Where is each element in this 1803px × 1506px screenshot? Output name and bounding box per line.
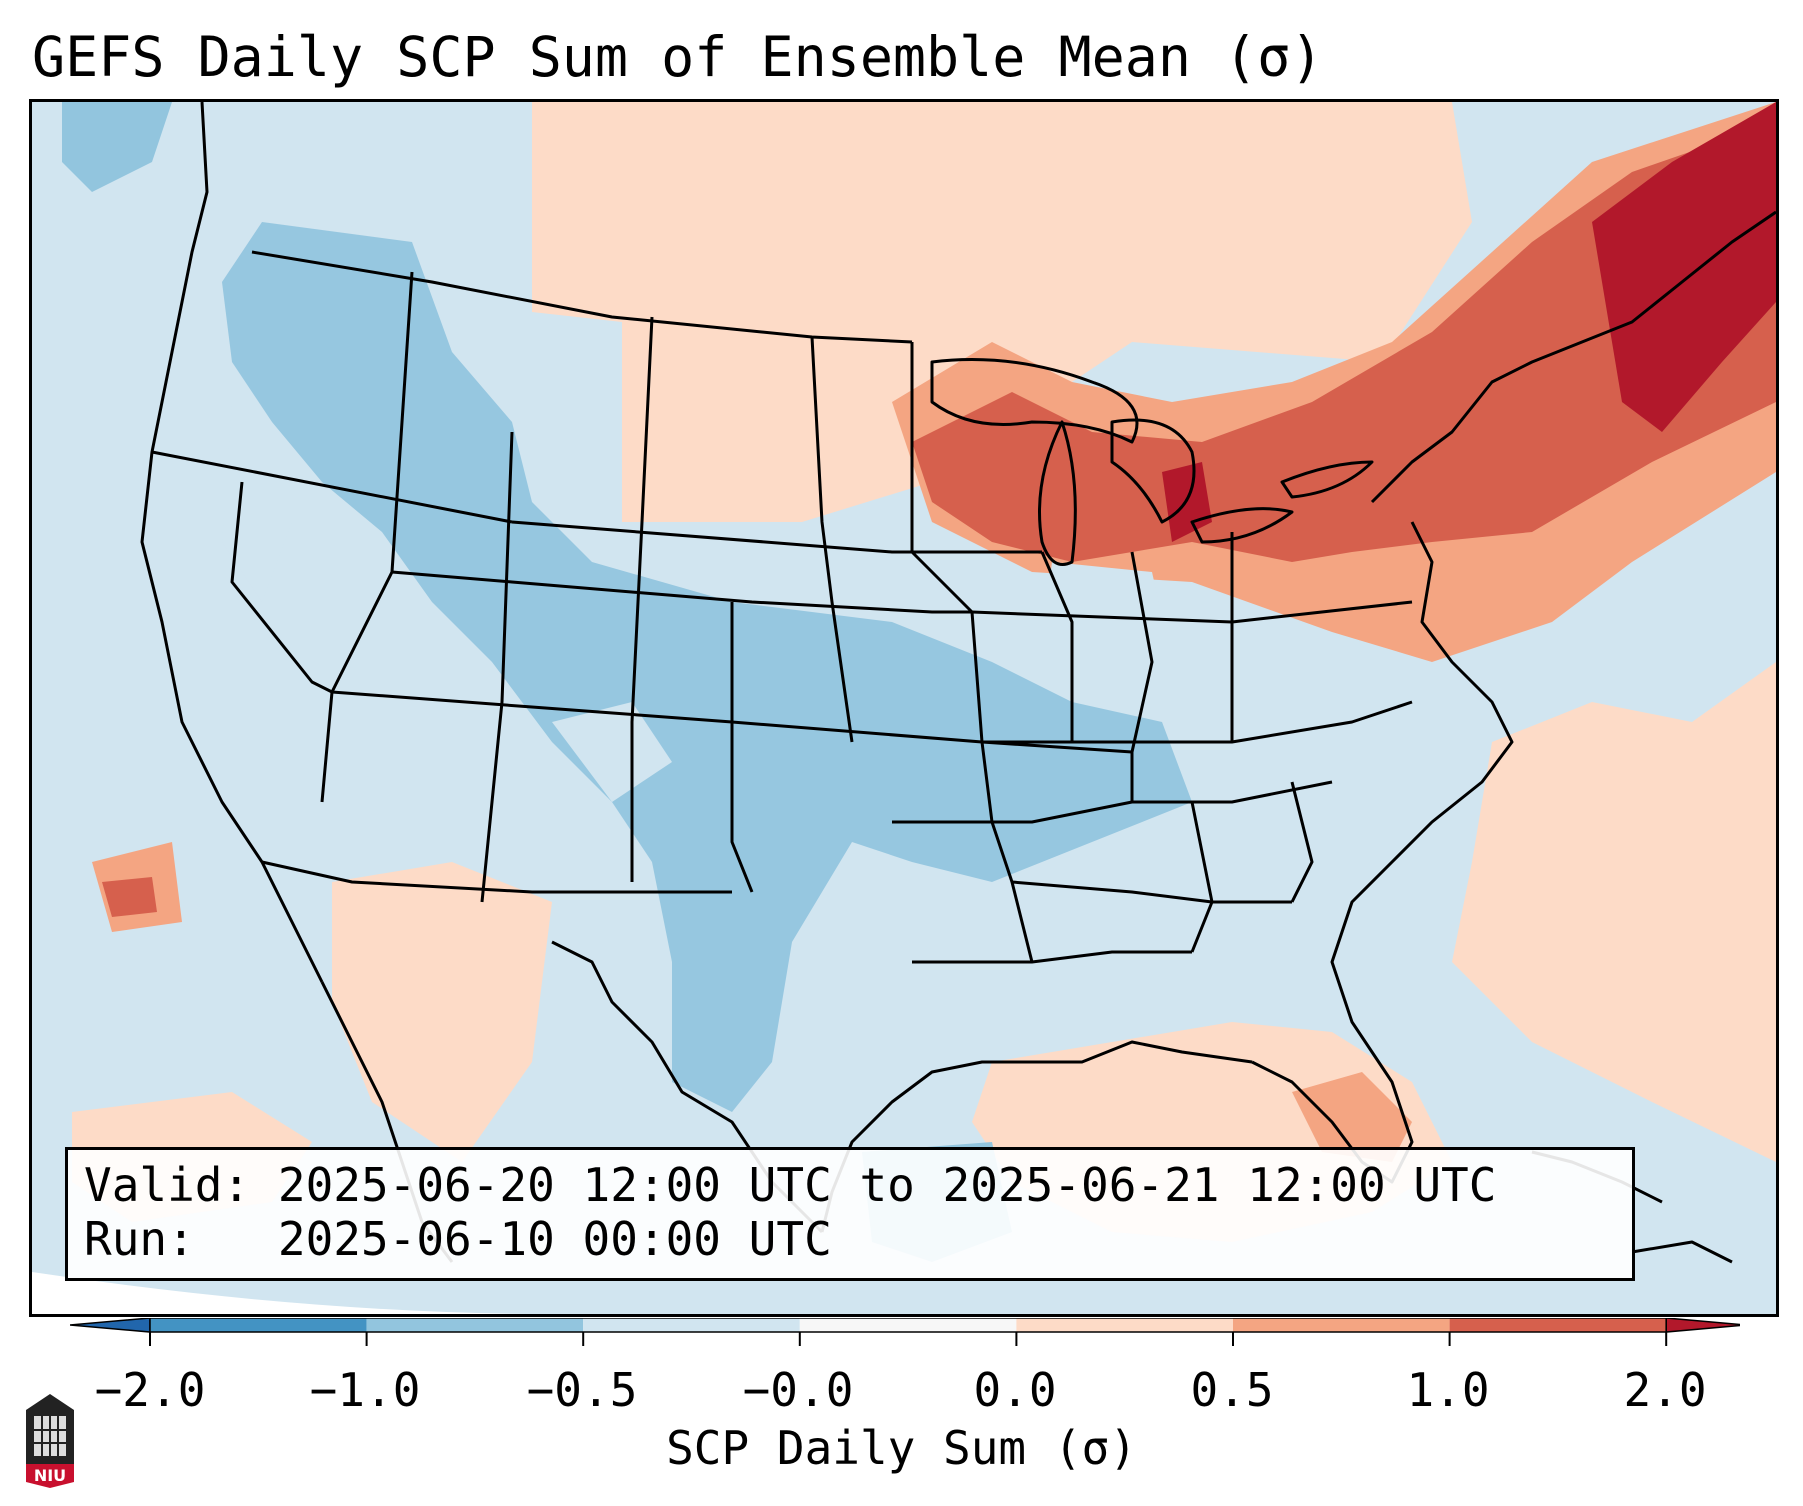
map-panel xyxy=(29,99,1779,1317)
colorbar-tick-label: 0.5 xyxy=(1190,1363,1274,1417)
colorbar xyxy=(70,1318,1740,1346)
colorbar-under-extension xyxy=(70,1318,151,1333)
valid-label: Valid: xyxy=(84,1158,251,1212)
colorbar-segment xyxy=(583,1318,800,1332)
chart-title: GEFS Daily SCP Sum of Ensemble Mean (σ) xyxy=(32,25,1324,89)
valid-row: Valid: 2025-06-20 12:00 UTC to 2025-06-2… xyxy=(84,1158,1616,1212)
colorbar-segment xyxy=(1233,1318,1450,1332)
colorbar-tick-label: −0.5 xyxy=(526,1363,638,1417)
colorbar-tick-label: 2.0 xyxy=(1623,1363,1707,1417)
validity-info-box: Valid: 2025-06-20 12:00 UTC to 2025-06-2… xyxy=(65,1147,1635,1281)
niu-logo: NIU xyxy=(26,1394,74,1488)
colorbar-tick-label: 1.0 xyxy=(1406,1363,1490,1417)
colorbar-segment xyxy=(1016,1318,1233,1332)
off-domain-area xyxy=(32,1272,592,1314)
run-row: Run: 2025-06-10 00:00 UTC xyxy=(84,1212,1616,1266)
colorbar-outline xyxy=(149,1318,1667,1333)
valid-time-range: 2025-06-20 12:00 UTC to 2025-06-21 12:00… xyxy=(277,1158,1497,1212)
colorbar-segment xyxy=(799,1318,1017,1332)
logo-text: NIU xyxy=(34,1466,66,1485)
colorbar-over-extension xyxy=(1665,1318,1740,1333)
colorbar-tick-label: 0.0 xyxy=(973,1363,1057,1417)
colorbar-segment xyxy=(150,1318,367,1332)
colorbar-segment xyxy=(366,1318,584,1332)
colorbar-tick-label: −0.0 xyxy=(742,1363,854,1417)
colorbar-tick-label: −1.0 xyxy=(309,1363,421,1417)
map-canvas xyxy=(32,102,1776,1314)
anomaly-field xyxy=(62,102,1776,1262)
run-time: 2025-06-10 00:00 UTC xyxy=(277,1212,832,1266)
colorbar-tick-label: −2.0 xyxy=(94,1363,206,1417)
run-label: Run: xyxy=(84,1212,195,1266)
colorbar-segment xyxy=(1449,1318,1667,1332)
colorbar-label: SCP Daily Sum (σ) xyxy=(666,1421,1137,1475)
